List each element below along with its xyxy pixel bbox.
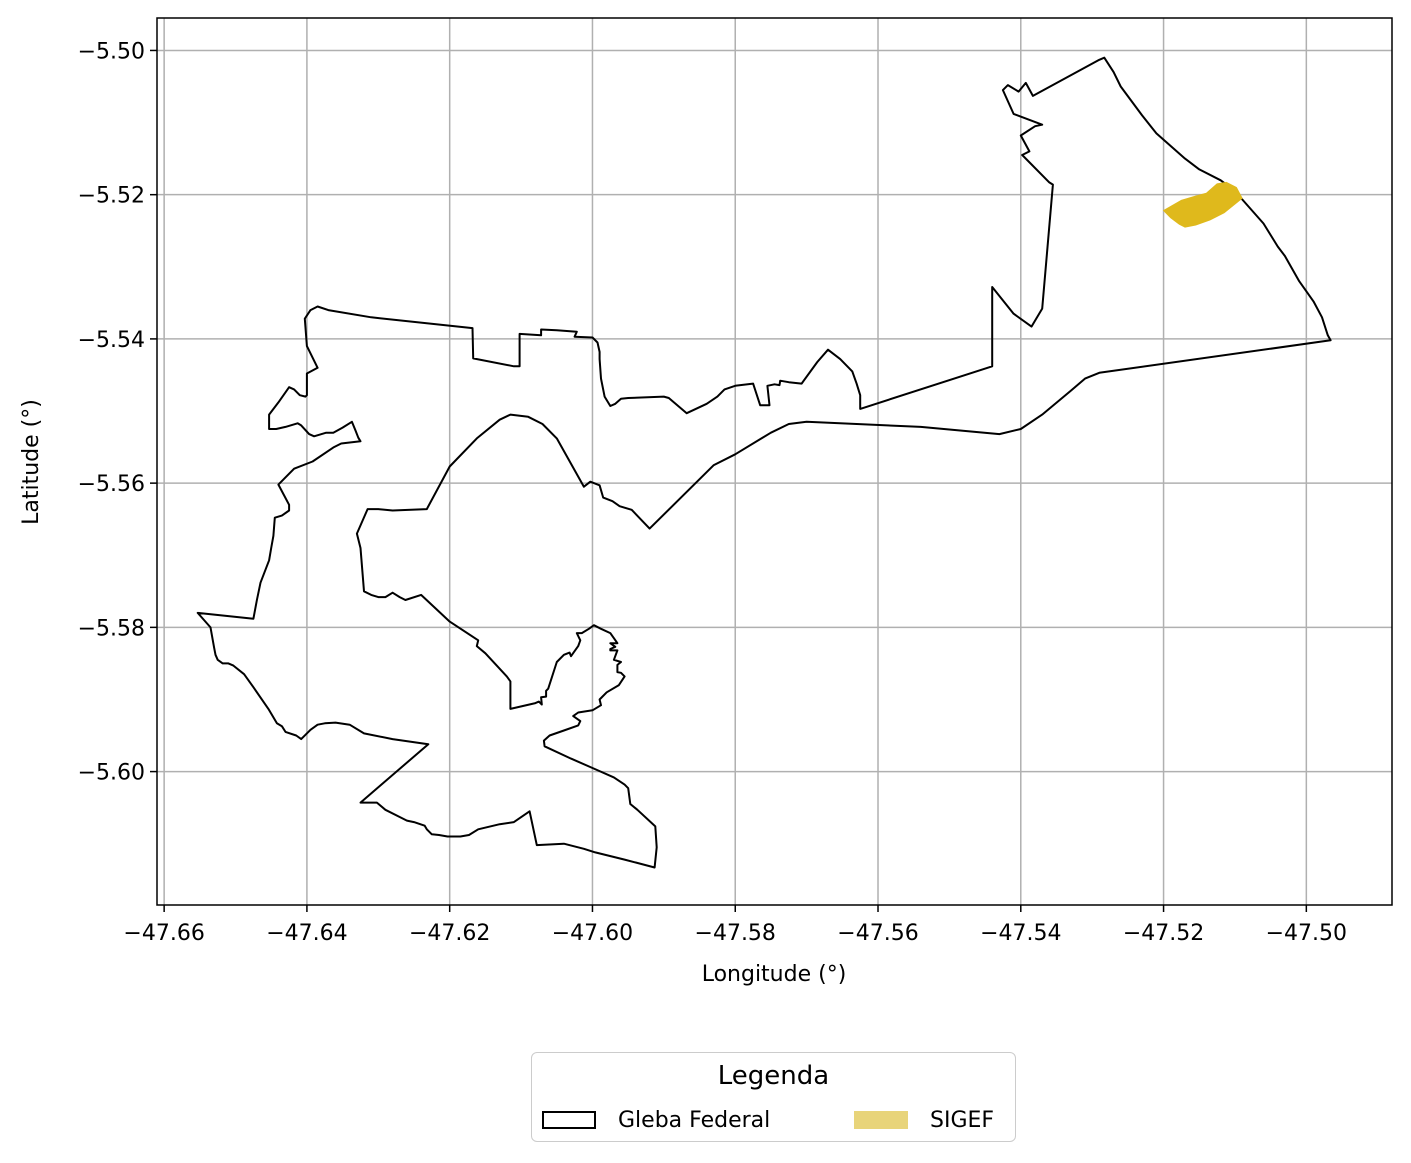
y-tick-label: −5.50 bbox=[78, 39, 145, 64]
x-tick-label: −47.54 bbox=[980, 921, 1061, 946]
legend: Legenda Gleba Federal SIGEF bbox=[531, 1052, 1016, 1142]
legend-item-sigef: SIGEF bbox=[854, 1105, 994, 1135]
x-tick-label: −47.50 bbox=[1266, 921, 1347, 946]
x-tick-label: −47.52 bbox=[1123, 921, 1204, 946]
legend-swatch-gleba-federal bbox=[542, 1111, 596, 1129]
polygon-sigef bbox=[1162, 181, 1243, 228]
x-tick-label: −47.64 bbox=[266, 921, 347, 946]
polygon-gleba-federal bbox=[196, 56, 1332, 869]
legend-swatch-sigef bbox=[854, 1111, 908, 1129]
y-axis-label: Latitude (°) bbox=[19, 399, 44, 525]
x-tick-label: −47.60 bbox=[552, 921, 633, 946]
y-tick-label: −5.52 bbox=[78, 184, 145, 209]
plot-frame bbox=[156, 17, 1393, 906]
axis-ticks: −47.66 −47.64 −47.62 −47.60 −47.58 −47.56 −47.… bbox=[78, 39, 1347, 946]
x-tick-label: −47.62 bbox=[409, 921, 490, 946]
y-tick-label: −5.60 bbox=[78, 761, 145, 786]
y-tick-label: −5.54 bbox=[78, 328, 145, 353]
legend-item-gleba-federal: Gleba Federal bbox=[542, 1105, 770, 1135]
data-layers bbox=[196, 56, 1332, 869]
y-tick-label: −5.56 bbox=[78, 472, 145, 497]
grid bbox=[157, 18, 1392, 905]
x-tick-label: −47.56 bbox=[837, 921, 918, 946]
x-tick-label: −47.58 bbox=[695, 921, 776, 946]
legend-title: Legenda bbox=[717, 1061, 830, 1091]
y-tick-label: −5.58 bbox=[78, 616, 145, 641]
x-tick-label: −47.66 bbox=[123, 921, 204, 946]
x-axis-label: Longitude (°) bbox=[702, 962, 847, 987]
legend-label-gleba-federal: Gleba Federal bbox=[618, 1107, 771, 1133]
legend-label-sigef: SIGEF bbox=[930, 1107, 995, 1133]
